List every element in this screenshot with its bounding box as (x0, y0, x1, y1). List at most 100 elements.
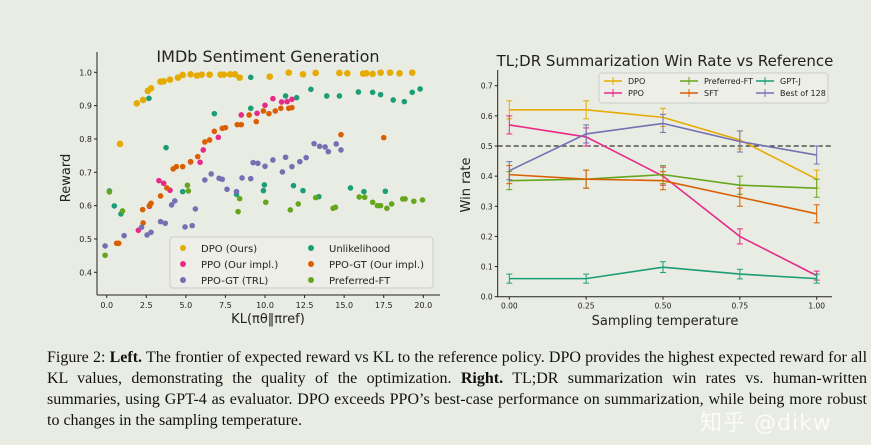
data-point (338, 131, 344, 138)
data-point (206, 137, 213, 143)
data-point (308, 86, 314, 93)
y-tick-label: 0.1 (481, 263, 493, 272)
data-point (187, 70, 194, 78)
data-point (179, 71, 186, 79)
x-tick-label: 0.50 (655, 302, 672, 311)
y-tick-label: 0.6 (481, 112, 493, 121)
x-tick-label: 0.0 (100, 301, 113, 310)
legend: DPO (Ours) Unlikelihood PPO (Our impl.) PPO… (169, 236, 434, 289)
y-tick-label: 0.4 (481, 172, 493, 181)
chart-title: TL;DR Summarization Win Rate vs Referenc… (496, 52, 834, 70)
data-point (377, 91, 384, 98)
data-point (417, 86, 423, 92)
x-tick-label: 2.5 (140, 301, 153, 310)
data-point (382, 188, 389, 195)
data-point (332, 204, 339, 211)
x-tick-label: 0.00 (501, 302, 518, 311)
legend-label: Preferred-FT (704, 77, 753, 86)
data-point (160, 180, 167, 187)
data-point (344, 69, 351, 77)
data-point (411, 198, 417, 205)
data-point (236, 74, 243, 81)
y-tick-label: 1.0 (79, 68, 92, 77)
data-point (148, 200, 154, 207)
legend-label: PPO-GT (TRL) (201, 276, 268, 287)
data-point (303, 154, 309, 161)
data-point (355, 89, 362, 95)
x-tick-label: 0.75 (731, 302, 748, 311)
x-tick-label: 1.00 (808, 302, 825, 311)
data-point (260, 187, 267, 194)
y-tick-label: 0.0 (481, 293, 493, 302)
data-point (377, 202, 384, 209)
data-point (106, 189, 113, 195)
data-point (202, 177, 208, 183)
legend-label: Unlikelihood (329, 244, 390, 255)
data-point (299, 70, 307, 78)
data-point (184, 182, 191, 189)
data-point (388, 201, 395, 207)
legend-label: PPO-GT (Our impl.) (329, 260, 424, 271)
data-point (293, 94, 300, 101)
caption-right-bold: Right. (460, 370, 504, 387)
data-point (369, 89, 376, 96)
x-tick-label: 7.5 (219, 301, 232, 310)
data-point (171, 198, 178, 204)
data-point (322, 144, 328, 150)
data-point (262, 199, 269, 206)
legend-label: DPO (Ours) (201, 244, 257, 255)
legend-marker (180, 245, 186, 251)
data-point (102, 243, 108, 249)
data-point (266, 73, 274, 80)
data-point (270, 157, 276, 163)
data-point (247, 105, 254, 112)
y-axis-label: Win rate (459, 158, 474, 213)
data-point (233, 188, 240, 195)
data-point (369, 70, 376, 78)
legend-label: PPO (628, 89, 644, 98)
y-tick-label: 0.7 (481, 82, 493, 91)
data-point (164, 185, 170, 191)
data-point (197, 159, 203, 166)
data-point (384, 205, 390, 212)
data-point (250, 159, 256, 166)
data-point (254, 110, 260, 117)
caption-label: Figure 2: (47, 349, 106, 366)
data-point (290, 182, 297, 189)
data-point (361, 194, 368, 201)
data-point (194, 153, 201, 160)
data-point (287, 207, 294, 213)
data-point (208, 171, 214, 177)
tldr-chart: TL;DR Summarization Win Rate vs Referenc… (459, 52, 833, 329)
data-point (148, 229, 154, 236)
data-point (284, 98, 290, 105)
data-point (402, 196, 408, 202)
data-point (179, 188, 186, 195)
data-point (297, 158, 303, 165)
data-point (363, 69, 370, 77)
legend-marker (308, 245, 314, 251)
legend-label: DPO (628, 77, 645, 86)
data-point (409, 89, 416, 96)
data-point (289, 104, 295, 111)
data-point (361, 188, 367, 195)
x-axis-label: Sampling temperature (592, 314, 739, 329)
data-point (168, 202, 175, 208)
data-point (198, 71, 205, 78)
data-point (226, 70, 234, 78)
data-point (162, 220, 169, 227)
data-point (147, 84, 155, 92)
data-point (390, 97, 397, 103)
data-point (111, 203, 118, 209)
data-point (139, 206, 146, 213)
x-axis-label: KL(πθ‖πref) (231, 312, 305, 327)
data-point (211, 128, 218, 135)
data-point (156, 177, 162, 184)
data-point (255, 160, 261, 167)
data-point (289, 163, 295, 170)
y-axis-label: Reward (59, 154, 74, 202)
data-point (282, 154, 289, 161)
data-point (235, 208, 241, 215)
y-tick-label: 0.3 (481, 202, 493, 211)
